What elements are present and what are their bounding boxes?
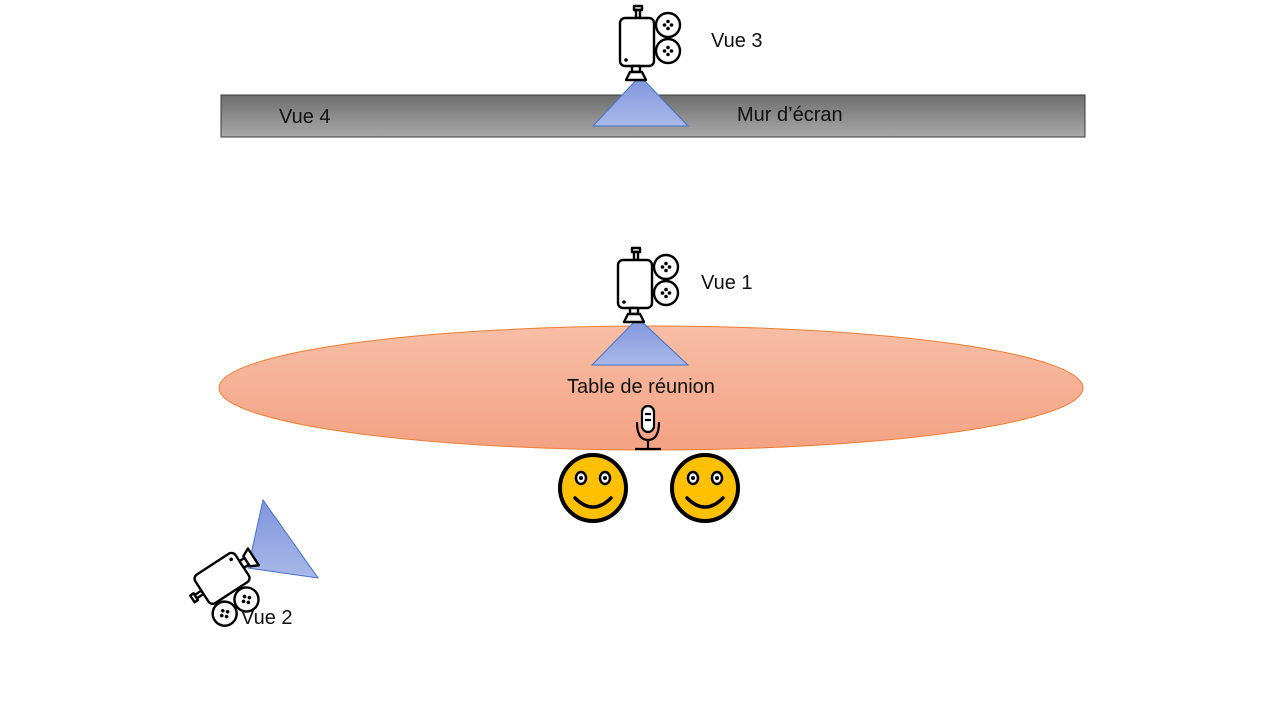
meeting-table-label: Table de réunion [567, 376, 715, 398]
vue3-camera-icon [618, 4, 682, 82]
participant-smiley-icon [558, 453, 628, 523]
microphone-icon [635, 404, 661, 451]
vue1-label: Vue 1 [701, 272, 753, 294]
vue3-label: Vue 3 [711, 30, 763, 52]
vue1-camera-cone [590, 317, 690, 366]
screen-wall-label: Mur d’écran [737, 104, 843, 126]
vue1-camera-icon [616, 246, 680, 324]
vue3-camera-cone [591, 75, 690, 127]
vue2-label: Vue 2 [241, 607, 293, 629]
vue2-camera-cone [247, 498, 320, 579]
participant-smiley-icon [670, 453, 740, 523]
vue4-label: Vue 4 [279, 106, 331, 128]
